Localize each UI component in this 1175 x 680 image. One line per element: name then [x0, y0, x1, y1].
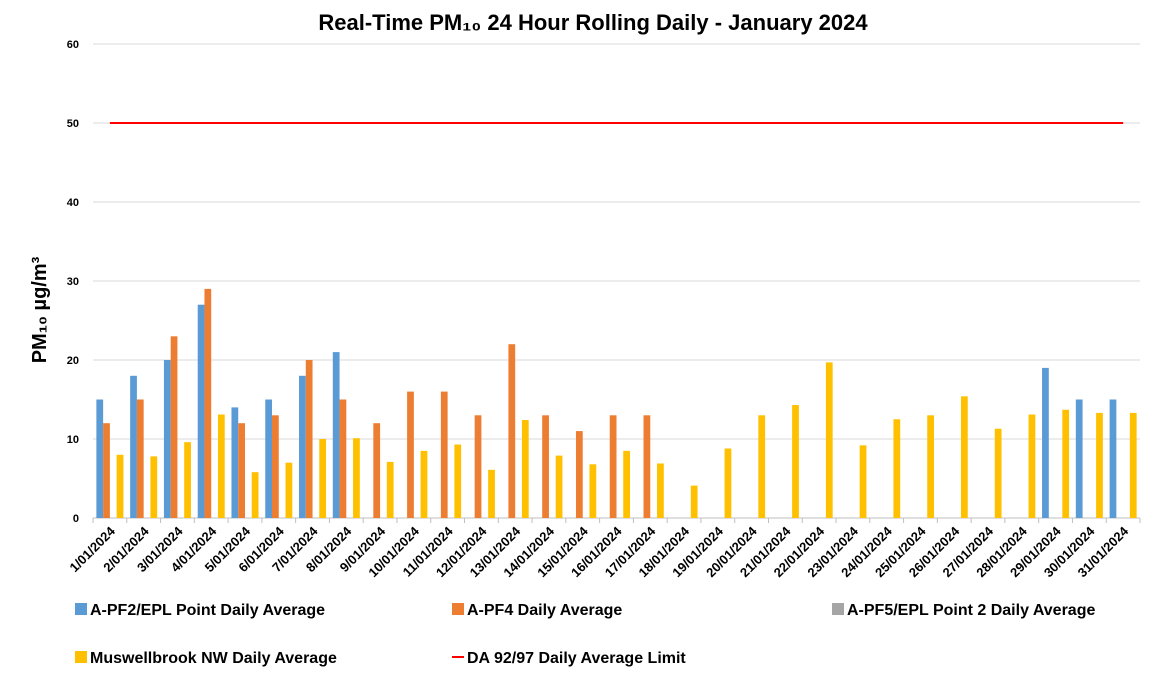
bar: [657, 463, 664, 518]
bar: [217, 414, 225, 518]
bar: [609, 415, 617, 518]
bar: [643, 415, 651, 518]
legend-label: A-PF2/EPL Point Daily Average: [90, 602, 325, 619]
bar: [285, 462, 293, 518]
bar: [521, 420, 529, 518]
bar: [575, 431, 583, 518]
bar: [758, 415, 766, 518]
bar: [792, 405, 799, 518]
bar: [96, 399, 104, 518]
bar: [1042, 367, 1049, 518]
bar: [488, 469, 495, 518]
bar: [1096, 412, 1103, 518]
bar: [1109, 399, 1117, 518]
bar: [265, 399, 273, 518]
bar: [136, 399, 144, 518]
bar: [163, 360, 171, 518]
bar: [623, 450, 631, 518]
legend-swatch: [452, 603, 464, 615]
y-tick-label: 0: [73, 513, 79, 525]
bar: [130, 375, 137, 518]
bar: [1028, 414, 1036, 518]
chart-title: Real-Time PM₁₀ 24 Hour Rolling Daily - J…: [318, 10, 868, 35]
legend-label: Muswellbrook NW Daily Average: [90, 650, 337, 667]
legend-swatch: [832, 603, 844, 615]
bar: [386, 461, 394, 518]
y-tick-label: 40: [67, 197, 79, 209]
bar: [555, 455, 563, 518]
bar: [305, 360, 313, 518]
bar: [825, 362, 833, 518]
y-tick-label: 20: [67, 355, 79, 367]
y-tick-label: 30: [67, 276, 79, 288]
legend-label: DA 92/97 Daily Average Limit: [467, 650, 686, 667]
bar: [238, 423, 245, 518]
bar: [1062, 409, 1070, 518]
bar: [184, 442, 191, 518]
bar: [440, 391, 448, 518]
bar: [319, 439, 327, 518]
bar: [407, 391, 414, 518]
bar: [204, 288, 212, 518]
bar: [1075, 399, 1083, 518]
bar: [859, 445, 867, 518]
bar: [353, 438, 360, 518]
bar: [373, 423, 381, 518]
bar: [150, 456, 158, 518]
legend-label: A-PF4 Daily Average: [467, 602, 622, 619]
bar: [474, 415, 482, 518]
bar: [927, 415, 934, 518]
bar: [332, 352, 340, 518]
bar: [960, 396, 968, 518]
bar: [420, 450, 428, 518]
bar: [299, 375, 306, 518]
y-tick-label: 50: [67, 118, 79, 130]
legend-swatch: [75, 651, 87, 663]
bar: [724, 448, 732, 518]
bar: [893, 419, 901, 518]
bar: [116, 454, 124, 518]
legend-swatch: [75, 603, 87, 615]
y-axis-label: PM₁₀ µg/m³: [29, 256, 51, 363]
legend-label: A-PF5/EPL Point 2 Daily Average: [847, 602, 1095, 619]
bar: [508, 344, 516, 518]
bar: [690, 485, 698, 518]
bar: [994, 428, 1002, 518]
y-tick-label: 60: [67, 39, 79, 51]
bar: [103, 423, 110, 518]
bar: [272, 415, 279, 518]
bar: [197, 304, 205, 518]
bar: [339, 399, 347, 518]
bar: [542, 415, 549, 518]
bar: [170, 336, 178, 518]
bar: [1129, 412, 1137, 518]
bar: [454, 444, 462, 518]
y-tick-label: 10: [67, 434, 79, 446]
bar: [231, 407, 239, 518]
bar: [251, 472, 259, 518]
bar: [589, 464, 597, 518]
